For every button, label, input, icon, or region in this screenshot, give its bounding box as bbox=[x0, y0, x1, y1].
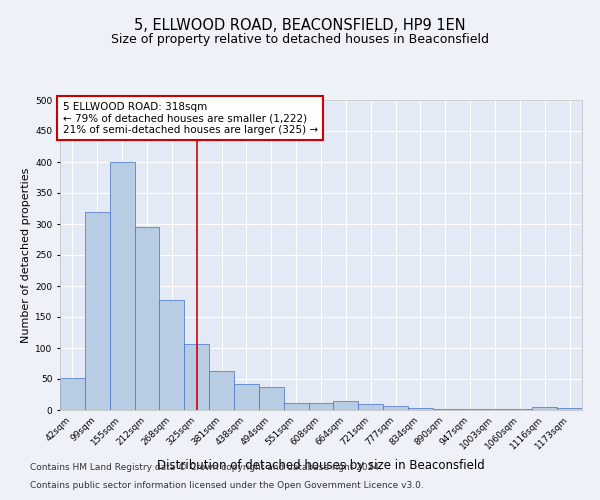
Text: 5, ELLWOOD ROAD, BEACONSFIELD, HP9 1EN: 5, ELLWOOD ROAD, BEACONSFIELD, HP9 1EN bbox=[134, 18, 466, 32]
Bar bbox=[160, 300, 184, 410]
Bar bbox=[259, 387, 284, 410]
Bar bbox=[134, 227, 160, 410]
Bar bbox=[557, 408, 582, 410]
Bar bbox=[358, 404, 383, 410]
Bar bbox=[85, 212, 110, 410]
Bar bbox=[334, 402, 358, 410]
Text: 5 ELLWOOD ROAD: 318sqm
← 79% of detached houses are smaller (1,222)
21% of semi-: 5 ELLWOOD ROAD: 318sqm ← 79% of detached… bbox=[62, 102, 318, 134]
Text: Contains HM Land Registry data © Crown copyright and database right 2024.: Contains HM Land Registry data © Crown c… bbox=[30, 464, 382, 472]
Bar bbox=[284, 402, 308, 410]
Bar bbox=[110, 162, 134, 410]
Bar bbox=[209, 371, 234, 410]
Text: Size of property relative to detached houses in Beaconsfield: Size of property relative to detached ho… bbox=[111, 32, 489, 46]
Bar bbox=[433, 409, 458, 410]
X-axis label: Distribution of detached houses by size in Beaconsfield: Distribution of detached houses by size … bbox=[157, 460, 485, 472]
Bar bbox=[234, 384, 259, 410]
Bar bbox=[184, 344, 209, 410]
Bar bbox=[308, 403, 334, 410]
Bar bbox=[532, 407, 557, 410]
Bar bbox=[408, 408, 433, 410]
Text: Contains public sector information licensed under the Open Government Licence v3: Contains public sector information licen… bbox=[30, 481, 424, 490]
Bar bbox=[60, 378, 85, 410]
Y-axis label: Number of detached properties: Number of detached properties bbox=[21, 168, 31, 342]
Bar bbox=[383, 406, 408, 410]
